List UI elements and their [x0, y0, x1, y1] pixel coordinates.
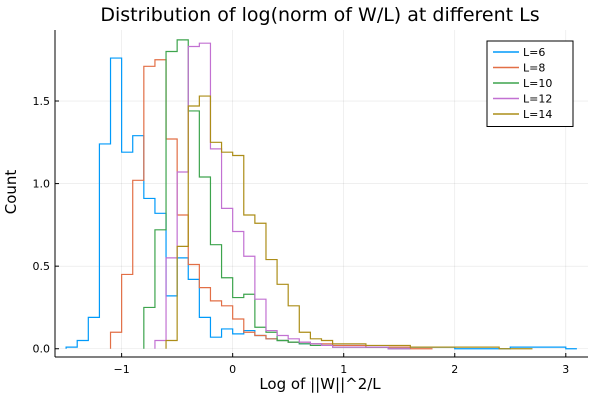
y-tick-label: 0.5: [33, 260, 51, 273]
y-axis-title: Count: [2, 170, 20, 215]
series-line-4: [154, 42, 411, 350]
x-tick-label: 0: [229, 363, 236, 376]
x-tick-label: 3: [562, 363, 569, 376]
legend-label-1: L=6: [523, 46, 545, 59]
x-tick-label: −1: [114, 363, 130, 376]
y-tick-label: 1.0: [33, 178, 51, 191]
series-line-3: [143, 39, 411, 350]
x-tick-label: 1: [340, 363, 347, 376]
axes: −1 0 1 2 3 0.0 0.5 1.0 1.5: [33, 30, 588, 376]
series-line-2: [109, 59, 433, 350]
legend-box: [486, 40, 574, 127]
chart-title: Distribution of log(norm of W/L) at diff…: [100, 4, 539, 26]
x-tick-label: 2: [451, 363, 458, 376]
legend-label-5: L=14: [523, 108, 552, 121]
legend: L=6 L=8 L=10 L=12 L=14: [486, 40, 574, 127]
x-axis-title: Log of ||W||^2/L: [259, 375, 381, 393]
y-tick-label: 1.5: [33, 95, 51, 108]
y-tick-label: 0.0: [33, 343, 51, 356]
series-line-5: [165, 95, 533, 350]
legend-label-4: L=12: [523, 93, 552, 106]
legend-label-3: L=10: [523, 77, 552, 90]
legend-label-2: L=8: [523, 62, 545, 75]
series-layer: [65, 39, 577, 350]
